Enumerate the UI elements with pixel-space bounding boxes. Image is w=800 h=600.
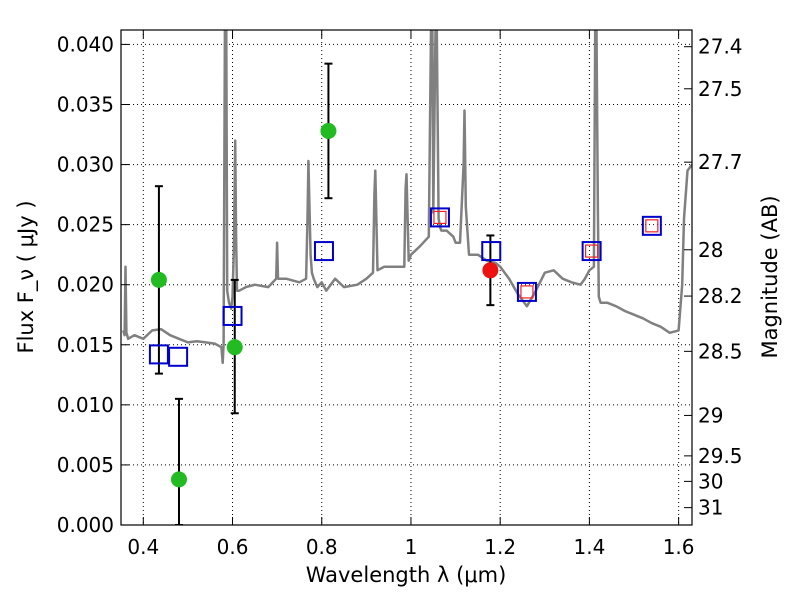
plot-area: [122, 30, 692, 525]
y-right-tick-label: 28.2: [698, 284, 743, 308]
x-tick-label: 1.2: [484, 535, 516, 559]
axis-ticks: 0.4 0.6 0.8 1 1.2 1.4 1.6 0.000 0.005 0.010 0.015 0…: [57, 30, 743, 559]
model-square: [168, 346, 189, 367]
y-tick-label: 0.025: [57, 213, 114, 237]
y-right-tick-label: 29.5: [698, 444, 743, 468]
model-square-inner: [520, 285, 534, 299]
y-axis-label: Flux F_ν ( μJy ): [14, 200, 39, 353]
y-axis-right-label-text: Magnitude (AB): [758, 195, 782, 358]
y-right-tick-label: 27.7: [698, 150, 743, 174]
grid-lines: [121, 30, 692, 526]
y-tick-label: 0.035: [57, 92, 114, 116]
y-tick-label: 0.040: [57, 32, 114, 56]
y-axis-label-text: Flux F_ν ( μJy ): [14, 200, 39, 353]
observed-point: [170, 471, 187, 488]
y-right-tick-label: 28: [698, 238, 723, 262]
y-tick-label: 0.030: [57, 153, 114, 177]
observed-point: [226, 339, 243, 356]
model-square: [313, 241, 334, 262]
observed-point: [150, 271, 167, 288]
y-right-tick-label: 27.4: [698, 35, 743, 59]
model-square: [641, 215, 662, 236]
model-square: [581, 241, 602, 262]
model-square: [516, 281, 537, 302]
model-square-inner: [585, 244, 599, 258]
model-square: [481, 241, 502, 262]
axes-frame: [120, 29, 693, 526]
model-square: [429, 207, 450, 228]
plot-frame: [120, 29, 693, 526]
observed-point: [320, 122, 337, 139]
x-tick-label: 1: [405, 535, 418, 559]
y-axis-right-label: Magnitude (AB): [758, 195, 782, 358]
x-tick-label: 0.8: [306, 535, 338, 559]
spectrum-line: [122, 30, 692, 365]
y-right-tick-label: 27.5: [698, 77, 743, 101]
y-right-tick-label: 31: [698, 496, 723, 520]
y-right-tick-label: 30: [698, 469, 723, 493]
x-tick-label: 1.4: [573, 535, 605, 559]
model-square: [148, 344, 169, 365]
x-tick-label: 0.6: [217, 535, 249, 559]
y-right-tick-label: 29: [698, 403, 723, 427]
y-tick-label: 0.010: [57, 393, 114, 417]
x-tick-label: 0.4: [127, 535, 159, 559]
x-axis-label: Wavelength λ (μm): [306, 563, 507, 587]
x-tick-label: 1.6: [663, 535, 695, 559]
y-right-tick-label: 28.5: [698, 339, 743, 363]
model-square-inner: [433, 210, 447, 225]
y-tick-label: 0.005: [57, 453, 114, 477]
y-tick-label: 0.020: [57, 273, 114, 297]
y-tick-label: 0.000: [57, 513, 114, 537]
detection-point: [482, 262, 499, 279]
model-square: [222, 305, 243, 326]
y-tick-label: 0.015: [57, 333, 114, 357]
model-square-inner: [645, 219, 659, 233]
